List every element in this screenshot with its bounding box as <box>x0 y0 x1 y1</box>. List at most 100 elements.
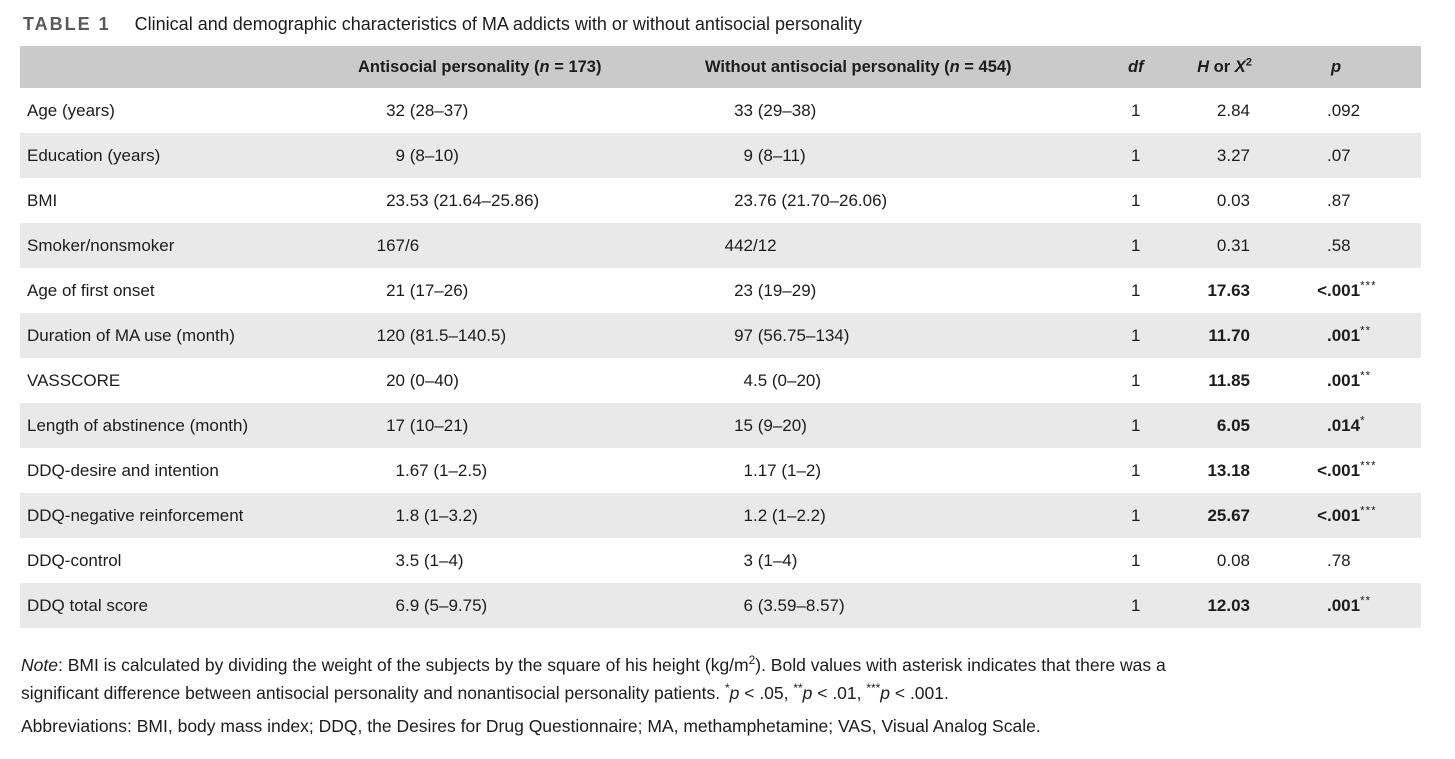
p-number: .001 <box>1327 505 1361 525</box>
df-value: 1 <box>1131 100 1141 120</box>
p-number: .87 <box>1327 190 1351 210</box>
p-prefix: < <box>1317 460 1327 480</box>
value-range: .67 (1–2.5) <box>405 460 488 480</box>
p-prefix: < <box>1317 505 1327 525</box>
table-row: Age of first onset 21 (17–26) 23 (19–29)… <box>20 268 1421 313</box>
row-label: DDQ total score <box>27 595 148 615</box>
without-value: 23 (19–29) <box>695 281 1110 301</box>
antisocial-value: 6.9 (5–9.75) <box>350 596 695 616</box>
table-row: Duration of MA use (month) 120 (81.5–140… <box>20 313 1421 358</box>
table-row: DDQ total score 6.9 (5–9.75) 6 (3.59–8.5… <box>20 583 1421 628</box>
table-figure: TABLE 1 Clinical and demographic characte… <box>0 13 1455 740</box>
value-integer: 23 <box>734 190 753 210</box>
statistic-value: 0.31 <box>1216 235 1250 255</box>
df-value: 1 <box>1131 145 1141 165</box>
statistic-value: 11.70 <box>1208 325 1250 345</box>
antisocial-value: 167/6 <box>350 236 695 256</box>
without-value: 23.76 (21.70–26.06) <box>695 191 1110 211</box>
without-value: 97 (56.75–134) <box>695 326 1110 346</box>
value-integer: 33 <box>734 100 753 120</box>
value-integer: 1 <box>743 505 753 525</box>
value-integer: 1 <box>395 460 405 480</box>
statistic-value: 2.84 <box>1216 100 1250 120</box>
p-number: .58 <box>1327 235 1351 255</box>
data-table: Antisocial personality (n = 173) Without… <box>20 46 1421 628</box>
row-label: Age of first onset <box>27 280 155 300</box>
value-integer: 6 <box>395 595 405 615</box>
p-number: .001 <box>1327 595 1361 615</box>
table-caption: TABLE 1 Clinical and demographic characte… <box>23 13 1455 35</box>
value-range: .17 (1–2) <box>753 460 822 480</box>
row-label: DDQ-desire and intention <box>27 460 219 480</box>
value-range: .76 (21.70–26.06) <box>753 190 888 210</box>
statistic-value: 3.27 <box>1216 145 1250 165</box>
antisocial-value: 20 (0–40) <box>350 371 695 391</box>
value-integer: 3 <box>395 550 405 570</box>
p-value: .58 <box>1262 236 1421 256</box>
value-range: .53 (21.64–25.86) <box>405 190 540 210</box>
value-range: /6 <box>405 235 420 255</box>
value-range: (8–10) <box>405 145 459 165</box>
value-integer: 120 <box>376 325 405 345</box>
value-integer: 17 <box>386 415 405 435</box>
value-range: (10–21) <box>405 415 469 435</box>
note-text-2b: significant difference between antisocia… <box>21 683 725 703</box>
value-range: (29–38) <box>753 100 817 120</box>
antisocial-value: 1.67 (1–2.5) <box>350 461 695 481</box>
value-integer: 9 <box>395 145 405 165</box>
antisocial-value: 23.53 (21.64–25.86) <box>350 191 695 211</box>
value-range: .5 (1–4) <box>405 550 464 570</box>
value-range: .8 (1–3.2) <box>405 505 478 525</box>
without-value: 6 (3.59–8.57) <box>695 596 1110 616</box>
header-stat-or: or <box>1209 57 1235 76</box>
df-value: 1 <box>1131 325 1141 345</box>
p-value: .014* <box>1262 415 1421 436</box>
statistic-value: 25.67 <box>1207 505 1250 525</box>
header-antisocial-text: Antisocial personality ( <box>358 57 540 76</box>
p-number: .001 <box>1327 370 1361 390</box>
antisocial-value: 9 (8–10) <box>350 146 695 166</box>
sig-text-2: < .01, <box>812 683 867 703</box>
table-note: Note: BMI is calculated by dividing the … <box>21 651 1443 707</box>
table-caption-text: Clinical and demographic characteristics… <box>134 14 863 34</box>
value-range: .2 (1–2.2) <box>753 505 826 525</box>
value-integer: 32 <box>386 100 405 120</box>
value-range: (81.5–140.5) <box>405 325 507 345</box>
header-statistic: H or X2 <box>1165 56 1262 77</box>
antisocial-value: 21 (17–26) <box>350 281 695 301</box>
statistic-value: 17.63 <box>1207 280 1250 300</box>
header-without: Without antisocial personality (n = 454) <box>695 58 1110 77</box>
table-row: Education (years) 9 (8–10) 9 (8–11) 1 3.… <box>20 133 1421 178</box>
p-prefix: < <box>1317 280 1327 300</box>
note-label: Note <box>21 655 58 675</box>
p-number: .001 <box>1327 325 1361 345</box>
value-integer: 15 <box>734 415 753 435</box>
value-integer: 442 <box>724 235 753 255</box>
table-row: DDQ-negative reinforcement 1.8 (1–3.2) 1… <box>20 493 1421 538</box>
value-integer: 6 <box>743 595 753 615</box>
p-value: .78 <box>1262 551 1421 571</box>
value-range: (28–37) <box>405 100 469 120</box>
without-value: 3 (1–4) <box>695 551 1110 571</box>
value-integer: 23 <box>386 190 405 210</box>
statistic-value: 12.03 <box>1207 595 1250 615</box>
df-value: 1 <box>1131 370 1141 390</box>
sig-p-3: p <box>880 683 890 703</box>
value-integer: 9 <box>743 145 753 165</box>
p-value: .87 <box>1262 191 1421 211</box>
df-value: 1 <box>1131 190 1141 210</box>
sig-p-2: p <box>802 683 813 703</box>
table-row: Length of abstinence (month) 17 (10–21) … <box>20 403 1421 448</box>
header-without-count: = 454) <box>959 57 1012 76</box>
row-label: VASSCORE <box>27 370 121 390</box>
value-integer: 4 <box>743 370 753 390</box>
row-label: Smoker/nonsmoker <box>27 235 175 255</box>
header-df: df <box>1128 57 1144 76</box>
df-value: 1 <box>1131 235 1141 255</box>
value-integer: 20 <box>386 370 405 390</box>
without-value: 1.2 (1–2.2) <box>695 506 1110 526</box>
note-superscript-2: 2 <box>748 653 756 668</box>
df-value: 1 <box>1131 460 1141 480</box>
p-value: <.001*** <box>1262 505 1421 526</box>
value-integer: 3 <box>743 550 753 570</box>
